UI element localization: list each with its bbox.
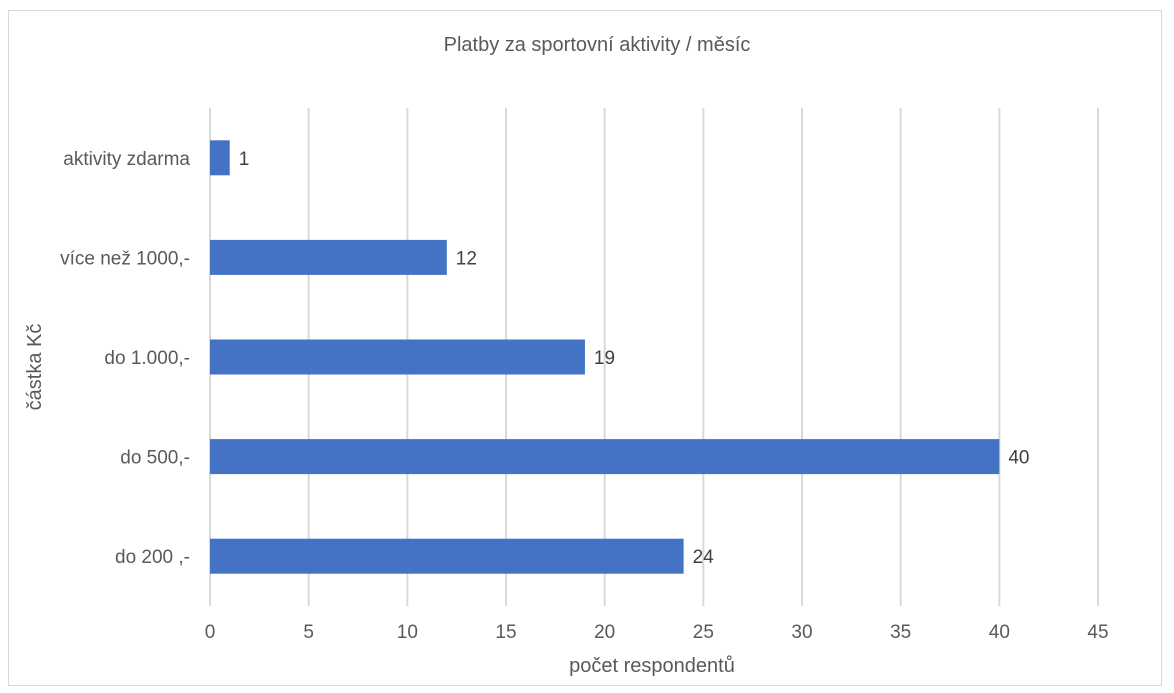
category-label: aktivity zdarma xyxy=(63,149,190,170)
bar xyxy=(210,538,684,574)
x-tick-label: 20 xyxy=(594,622,615,643)
data-label: 12 xyxy=(456,248,477,269)
chart-title: Platby za sportovní aktivity / měsíc xyxy=(444,34,751,56)
category-label: do 500,- xyxy=(120,448,190,469)
bar xyxy=(210,439,1000,475)
bar xyxy=(210,239,447,275)
category-label: do 1.000,- xyxy=(104,348,190,369)
x-tick-label: 0 xyxy=(205,622,216,643)
x-tick-label: 40 xyxy=(989,622,1010,643)
category-labels: aktivity zdarma více než 1000,- do 1.000,-… xyxy=(60,149,190,568)
x-tick-label: 15 xyxy=(495,622,516,643)
x-axis-title: počet respondentů xyxy=(569,655,735,677)
bar xyxy=(210,140,230,176)
x-tick-label: 45 xyxy=(1087,622,1108,643)
y-axis-title: částka Kč xyxy=(24,324,46,411)
x-tick-label: 30 xyxy=(791,622,812,643)
data-label: 40 xyxy=(1008,448,1029,469)
x-tick-label: 35 xyxy=(890,622,911,643)
data-label: 1 xyxy=(239,149,250,170)
gridlines xyxy=(209,108,1099,606)
x-tick-labels: 0 5 10 15 20 25 30 35 40 45 xyxy=(205,622,1109,643)
bar xyxy=(210,339,585,375)
data-labels: 1 12 19 40 24 xyxy=(239,149,1030,568)
category-label: více než 1000,- xyxy=(60,248,190,269)
x-tick-label: 5 xyxy=(303,622,314,643)
data-label: 24 xyxy=(693,547,715,568)
data-label: 19 xyxy=(594,348,615,369)
x-tick-label: 25 xyxy=(693,622,714,643)
bars xyxy=(210,140,1000,574)
x-tick-label: 10 xyxy=(397,622,418,643)
category-label: do 200 ,- xyxy=(115,547,190,568)
